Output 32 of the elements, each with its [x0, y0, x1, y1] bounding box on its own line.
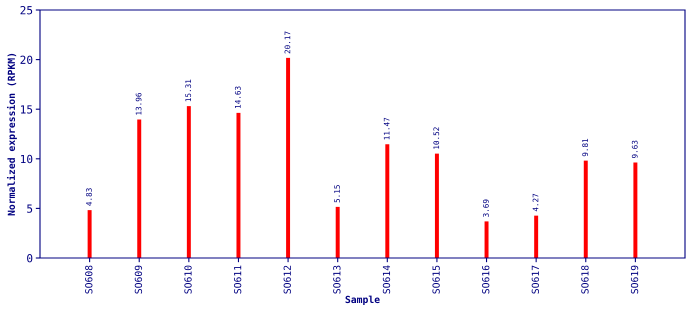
x-tick-label: SO610 [184, 266, 192, 294]
bar [484, 221, 489, 258]
x-tick-label: SO619 [630, 266, 638, 294]
bar [584, 160, 588, 258]
bar [434, 154, 439, 258]
bar [633, 162, 638, 258]
y-axis-title: Normalized expression (RPKM) [6, 54, 17, 216]
bar [137, 120, 142, 258]
x-tick-label: SO612 [284, 266, 291, 294]
x-tick-label: SO608 [85, 266, 92, 294]
y-tick-label: 0 [27, 254, 32, 262]
x-tick-label: SO614 [382, 265, 390, 294]
y-tick-label: 25 [20, 6, 32, 14]
bar [236, 112, 240, 258]
x-tick-label: SO616 [482, 266, 490, 294]
y-tick-label: 20 [20, 56, 32, 64]
bar [336, 206, 340, 258]
bar [286, 58, 290, 258]
x-tick-label: SO613 [333, 266, 341, 294]
y-tick-label: 15 [21, 105, 32, 114]
bar [186, 106, 191, 258]
y-tick-label: 10 [21, 154, 32, 164]
x-tick-label: SO618 [581, 266, 589, 294]
bar [534, 216, 538, 258]
x-axis-title: Sample [346, 296, 380, 306]
bar [385, 144, 390, 258]
x-tick-label: SO611 [234, 266, 242, 294]
x-tick-label: SO609 [134, 266, 142, 294]
x-tick-label: SO617 [532, 266, 539, 294]
x-tick-label: SO615 [432, 266, 440, 294]
bar [88, 210, 92, 258]
y-tick-label: 5 [27, 204, 32, 213]
